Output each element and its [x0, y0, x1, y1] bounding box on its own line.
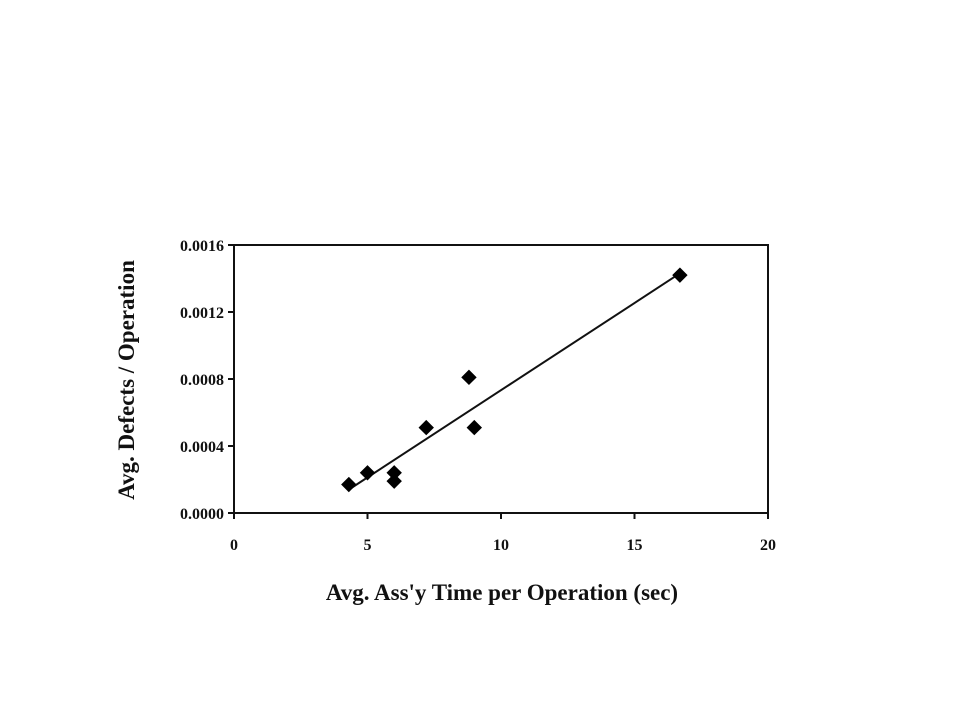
x-tick-label: 5 — [364, 537, 372, 554]
trendline-segment — [350, 275, 676, 489]
data-point — [341, 476, 357, 493]
x-axis-title: Avg. Ass'y Time per Operation (sec) — [326, 580, 678, 605]
x-tick-label: 20 — [760, 537, 776, 554]
plot-area — [233, 244, 769, 514]
x-tick-label: 0 — [230, 537, 238, 554]
y-axis-title: Avg. Defects / Operation — [114, 260, 139, 500]
y-tick-label: 0.0008 — [180, 372, 224, 389]
y-tick-label: 0.0016 — [180, 238, 224, 255]
data-point — [418, 419, 434, 436]
x-tick-label: 10 — [493, 537, 509, 554]
y-tick-label: 0.0012 — [180, 305, 224, 322]
x-tick-label: 15 — [627, 537, 643, 554]
data-point — [359, 465, 376, 481]
y-tick-label: 0.0004 — [180, 439, 224, 456]
data-point — [672, 267, 688, 283]
axis-ticks: 0 5 10 15 20 0.0000 0.0004 0.0008 0.0012 0.0016 — [180, 238, 776, 554]
data-point — [461, 369, 477, 386]
trendline — [350, 275, 676, 489]
plot-border — [233, 244, 769, 514]
y-tick-label: 0.0000 — [180, 506, 224, 523]
data-points — [341, 267, 688, 493]
data-point — [466, 419, 483, 436]
data-point — [386, 473, 402, 489]
